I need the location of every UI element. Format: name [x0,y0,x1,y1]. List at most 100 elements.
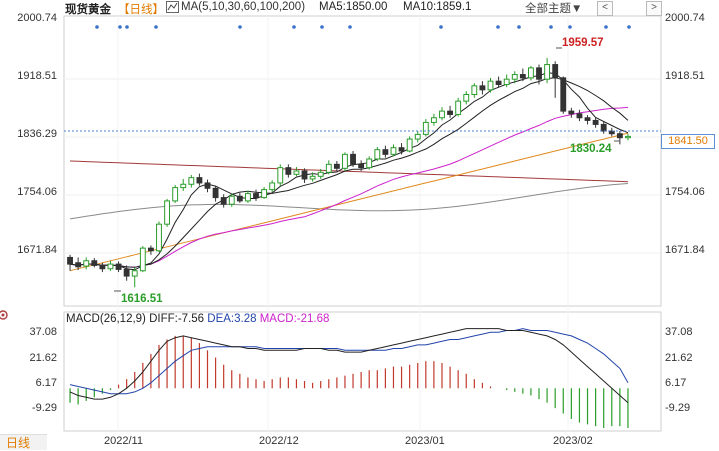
candle-body-48 [455,100,462,115]
candle-body-7 [123,268,130,277]
candle-body-2 [83,260,90,267]
recent-low-label: 1830.24 [570,143,612,155]
macd-left-tick-2: 21.62 [29,352,57,364]
period-tab[interactable]: 日线 [0,434,47,450]
candle-body-45 [430,117,437,123]
macd-dea: DEA:3.28 [207,313,257,325]
macd-left-tick-4: -9.29 [32,402,57,414]
ma-chart-icon[interactable] [166,1,179,16]
macd-right-tick-2: 21.62 [665,352,693,364]
ma5-value: MA5:1850.00 [319,1,388,13]
candle-body-35 [350,153,356,165]
nav-prev-button[interactable]: < [597,1,613,16]
candle-body-57 [528,67,534,79]
candle-body-8 [131,270,138,277]
candle-body-11 [156,223,162,252]
moving-averages [69,72,629,272]
ma5-line [69,72,629,271]
candle-body-63 [576,113,583,119]
nav-next-button[interactable]: > [646,1,662,16]
candle-body-67 [608,130,615,135]
macd-left-tick-3: 6.17 [36,377,57,389]
high-price-label: 1959.57 [562,37,604,49]
right-tick-4: 1671.84 [665,244,705,256]
event-dot-14 [627,25,631,29]
candle-body-21 [236,195,243,202]
candle-body-20 [228,195,235,205]
diff-line [69,328,629,404]
candle-body-3 [91,260,98,266]
candle-body-12 [164,200,170,225]
time-label-2: 2022/12 [259,435,299,447]
ma-settings-label[interactable]: MA(5,10,30,60,100,200) [181,1,306,13]
candle-body-36 [358,163,365,169]
candle-body-9 [139,247,146,272]
candle-body-56 [519,74,526,79]
candlesticks[interactable] [67,57,631,288]
candle-body-53 [495,80,502,86]
candle-body-16 [196,177,203,184]
macd-left-tick-1: 37.08 [29,326,57,338]
candle-body-42 [406,138,413,152]
candle-body-14 [180,183,187,189]
grid-lines [64,16,661,431]
candle-body-61 [560,77,567,112]
candle-body-17 [204,182,211,189]
macd-params[interactable]: MACD(26,12,9) [66,313,146,325]
candle-body-25 [269,182,276,191]
event-dot-9 [496,25,500,29]
event-dot-8 [439,25,443,29]
time-label-4: 2023/02 [553,435,593,447]
dea-line [69,328,629,395]
candle-body-68 [616,133,623,139]
candle-body-39 [382,149,389,155]
candle-body-0 [67,256,73,265]
candle-body-62 [568,110,575,115]
event-dot-10 [517,25,521,29]
candle-body-32 [325,163,332,173]
candle-body-24 [261,189,268,199]
candle-body-52 [487,80,494,91]
macd-panel-frame [63,311,662,432]
current-price-tag: 1841.50 [661,134,715,149]
candle-body-55 [511,74,518,80]
candle-body-4 [99,264,106,270]
event-dot-0 [95,25,99,29]
macd-diff: DIFF:-7.56 [149,313,205,325]
event-dot-6 [320,25,324,29]
candle-body-54 [503,78,510,86]
candle-body-69 [625,135,631,139]
gear-icon[interactable] [0,309,9,321]
candle-body-23 [253,193,259,199]
price-panel-frame [63,15,662,307]
macd-right-tick-1: 37.08 [665,326,693,338]
candle-body-19 [220,197,227,205]
candle-body-38 [374,149,381,160]
ma10-line [69,77,629,268]
candle-body-29 [301,170,308,180]
theme-dropdown-button[interactable]: 全部主题▼ [525,3,583,15]
candle-body-34 [342,153,348,169]
right-tick-2: 1918.51 [665,70,705,82]
ma200-line [69,160,629,183]
event-dot-11 [549,25,553,29]
ma10-value: MA10:1859.1 [403,1,472,13]
instrument-title: 现货黄金 [65,4,111,16]
ma60-line [69,132,629,272]
left-tick-1: 2000.74 [17,12,57,24]
low-price-label: 1616.51 [121,293,163,305]
event-dot-13 [604,25,608,29]
candle-body-28 [293,170,300,175]
candle-body-6 [115,263,122,270]
candle-body-13 [172,187,179,202]
time-label-3: 2023/01 [405,435,445,447]
candle-body-30 [309,175,316,180]
macd-header: MACD(26,12,9) DIFF:-7.56 DEA:3.28 MACD:-… [66,313,329,325]
event-dot-2 [125,25,129,29]
period-label[interactable]: 【日线】 [118,4,164,16]
candle-body-37 [366,158,373,169]
candle-body-44 [422,121,429,135]
event-dot-12 [568,25,572,29]
event-markers[interactable] [95,25,631,29]
